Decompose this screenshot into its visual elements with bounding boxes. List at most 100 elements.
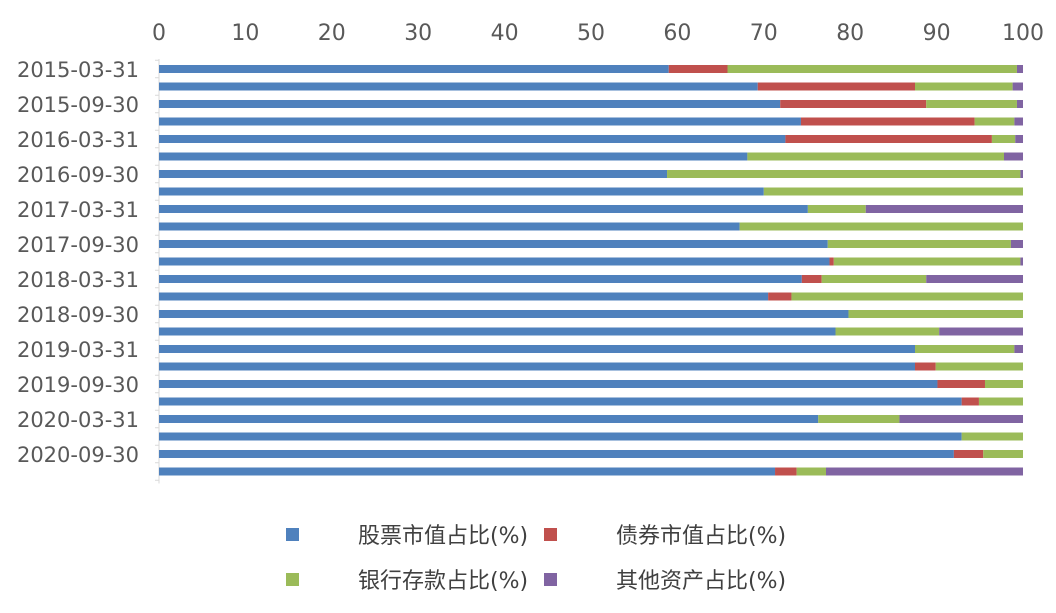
y-tick-label: 2020-09-30 <box>17 443 139 467</box>
x-tick-label: 40 <box>491 21 519 46</box>
bar-segment <box>953 450 984 458</box>
x-tick-label: 10 <box>231 21 259 46</box>
x-axis: 0 10 20 30 40 50 60 70 80 90 100 <box>152 21 1044 46</box>
bar-segment <box>768 292 792 301</box>
bar-segment <box>780 100 927 108</box>
y-tick-label: 2019-09-30 <box>17 373 139 397</box>
bar-segment <box>961 397 979 406</box>
bar-segment <box>961 432 1023 441</box>
bar-segment <box>826 467 1023 476</box>
bar-segment <box>1020 257 1023 266</box>
bar-segment <box>159 450 954 458</box>
bar-segment <box>159 240 828 248</box>
legend-label: 其他资产占比(%) <box>616 569 786 594</box>
bar-segment <box>159 397 962 406</box>
bar-segment <box>159 345 915 353</box>
bar-segment <box>785 135 992 143</box>
bar-segment <box>667 170 1021 178</box>
y-tick-label: 2020-03-31 <box>17 408 139 432</box>
bar-segment <box>939 327 1023 336</box>
bar-segment <box>1016 65 1023 73</box>
y-tick-label: 2018-09-30 <box>17 303 139 327</box>
bar-segment <box>159 415 819 423</box>
bar-segment <box>747 152 1004 161</box>
bar-segment <box>159 467 776 476</box>
bar-segment <box>159 135 786 143</box>
y-tick-label: 2015-09-30 <box>17 93 139 117</box>
bar-segment <box>159 275 802 283</box>
legend-swatch <box>544 528 557 541</box>
bar-segment <box>915 82 1013 91</box>
bar-segment <box>1003 152 1023 161</box>
bar-segment <box>739 222 1023 231</box>
legend-swatch <box>544 573 557 586</box>
bar-segment <box>757 82 915 91</box>
bar-segment <box>1010 240 1023 248</box>
bar-segment <box>1015 135 1023 143</box>
x-tick-label: 90 <box>923 21 951 46</box>
y-tick-label: 2017-09-30 <box>17 233 139 257</box>
bar-segment <box>1020 170 1023 178</box>
bar-segment <box>775 467 797 476</box>
bar-segment <box>159 362 915 371</box>
bar-segment <box>991 135 1016 143</box>
legend-swatch <box>286 528 299 541</box>
bar-segment <box>727 65 1017 73</box>
x-tick-label: 70 <box>750 21 778 46</box>
y-axis: 2015-03-31 2015-09-30 2016-03-31 2016-09-30… <box>17 58 160 484</box>
bar-segment <box>848 310 1023 318</box>
bar-segment <box>159 82 758 91</box>
bar-segment <box>829 257 834 266</box>
bar-segment <box>668 65 728 73</box>
bar-segment <box>159 310 849 318</box>
bar-segment <box>1016 100 1023 108</box>
bar-segment <box>159 100 781 108</box>
bar-segment <box>159 187 764 196</box>
legend-swatch <box>286 573 299 586</box>
bar-segment <box>159 327 836 336</box>
bar-segment <box>926 100 1017 108</box>
bar-segment <box>937 380 985 388</box>
bar-segment <box>800 117 975 126</box>
bar-segment <box>1014 345 1023 353</box>
bar-segment <box>978 397 1023 406</box>
bar-segment <box>796 467 827 476</box>
bar-segment <box>763 187 1023 196</box>
y-tick-label: 2016-03-31 <box>17 128 139 152</box>
bar-segment <box>835 327 940 336</box>
bar-segment <box>984 380 1023 388</box>
x-tick-label: 60 <box>663 21 691 46</box>
x-tick-label: 30 <box>404 21 432 46</box>
legend: 股票市值占比(%) 债券市值占比(%) 银行存款占比(%) 其他资产占比(%) <box>286 524 786 594</box>
x-tick-label: 50 <box>577 21 605 46</box>
bar-segment <box>974 117 1015 126</box>
bar-segment <box>818 415 900 423</box>
bar-segment <box>159 152 748 161</box>
bar-segment <box>159 257 830 266</box>
bars <box>159 65 1023 476</box>
bar-segment <box>807 205 866 213</box>
bar-segment <box>159 170 668 178</box>
bar-segment <box>827 240 1011 248</box>
bar-segment <box>926 275 1023 283</box>
bar-segment <box>159 222 740 231</box>
bar-segment <box>821 275 927 283</box>
bar-segment <box>159 65 669 73</box>
bar-segment <box>865 205 1023 213</box>
bar-segment <box>899 415 1023 423</box>
bar-segment <box>915 345 1015 353</box>
bar-segment <box>159 380 938 388</box>
x-tick-label: 20 <box>318 21 346 46</box>
y-tick-label: 2017-03-31 <box>17 198 139 222</box>
legend-label: 债券市值占比(%) <box>616 524 786 549</box>
x-tick-label: 80 <box>836 21 864 46</box>
bar-segment <box>791 292 1023 301</box>
bar-segment <box>935 362 1023 371</box>
bar-segment <box>1012 82 1023 91</box>
bar-segment <box>159 205 808 213</box>
bar-segment <box>159 117 801 126</box>
x-tick-label: 100 <box>1002 21 1044 46</box>
y-tick-label: 2018-03-31 <box>17 268 139 292</box>
